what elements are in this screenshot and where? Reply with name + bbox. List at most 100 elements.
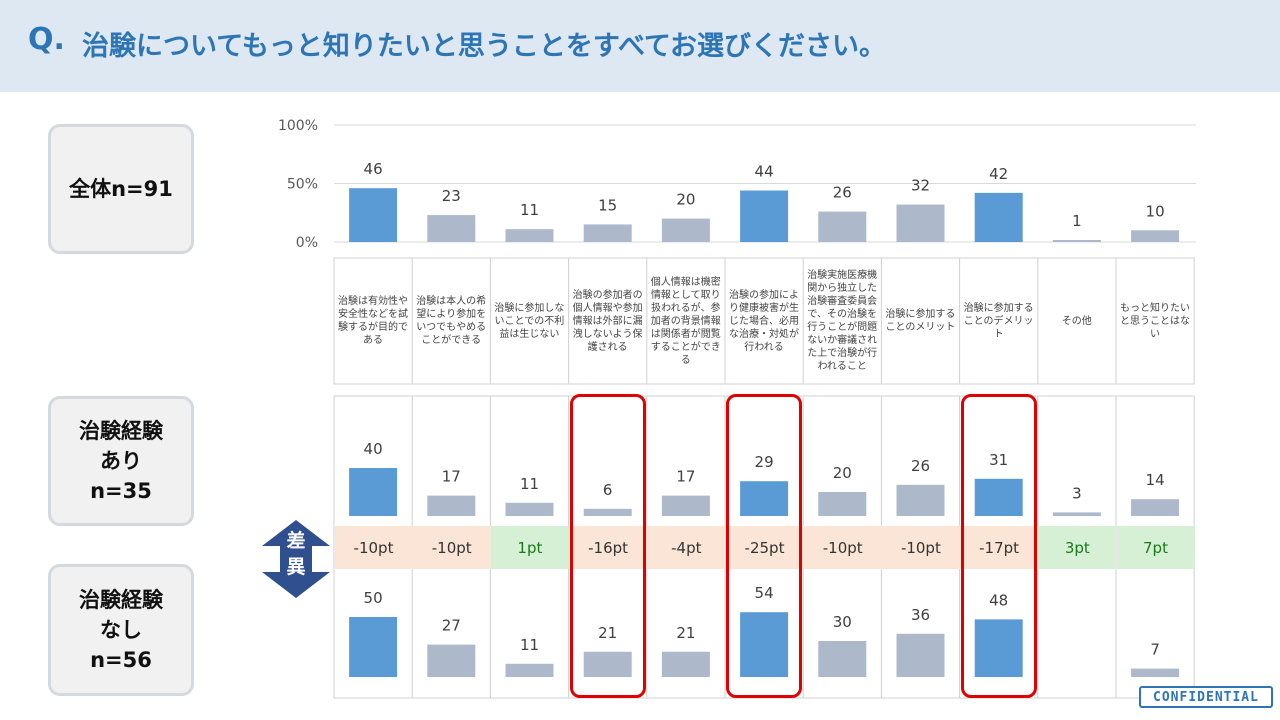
group-no-line2: なし [100, 618, 142, 642]
experienced-bar [505, 502, 554, 516]
category-label: 個人情報は機密情報として取り扱われるが、参加者の背景情報は関係者が閲覧することが… [650, 276, 721, 366]
group-no-line3: n=56 [90, 648, 152, 672]
experienced-bar [818, 492, 867, 516]
experienced-value-label: 17 [442, 468, 461, 486]
experienced-value-label: 11 [520, 475, 539, 493]
overall-value-label: 42 [989, 165, 1008, 183]
not-experienced-value-label: 36 [911, 606, 930, 624]
not-experienced-value-label: 50 [364, 589, 383, 607]
experienced-bar [1131, 499, 1180, 516]
group-yes-line1: 治験経験 [79, 419, 163, 443]
overall-bar [427, 215, 476, 242]
overall-bar [740, 190, 789, 242]
overall-value-label: 44 [755, 163, 774, 181]
difference-label-char1: 差 [286, 530, 306, 552]
experienced-value-label: 31 [989, 451, 1008, 469]
not-experienced-value-label: 30 [833, 613, 852, 631]
experienced-value-label: 17 [676, 468, 695, 486]
overall-value-label: 11 [520, 201, 539, 219]
category-label: 治験に参加することのメリット [885, 309, 956, 333]
group-all-text: 全体n=91 [69, 177, 173, 201]
experienced-value-label: 40 [364, 440, 383, 458]
experienced-bar [740, 481, 789, 516]
not-experienced-bar [1131, 668, 1180, 677]
overall-value-label: 32 [911, 177, 930, 195]
overall-bar [505, 229, 554, 242]
not-experienced-value-label: 21 [676, 624, 695, 642]
overall-value-label: 10 [1146, 202, 1165, 220]
not-experienced-bar [896, 633, 945, 677]
experienced-bar [427, 495, 476, 516]
overall-bar [1131, 230, 1180, 242]
group-label-all: 全体n=91 [48, 124, 194, 254]
difference-value: -10pt [334, 526, 413, 569]
difference-value: 3pt [1038, 526, 1117, 569]
difference-value: -17pt [960, 526, 1039, 569]
difference-value: -10pt [412, 526, 491, 569]
difference-label-char2: 異 [286, 556, 306, 578]
experienced-bar [661, 495, 710, 516]
overall-bar [1052, 240, 1101, 242]
category-label: 治験の参加者の個人情報や参加情報は外部に漏洩しないよう保護される [572, 289, 643, 353]
not-experienced-bar [505, 663, 554, 677]
group-no-line1: 治験経験 [79, 588, 163, 612]
overall-value-label: 23 [442, 187, 461, 205]
category-label: 治験は有効性や安全性などを試験するが目的である [338, 296, 408, 346]
highlight-box [569, 394, 646, 698]
category-label: 治験実施医療機関から独立した治験審査委員会で、その治験を行うことが問題ないか審議… [807, 270, 878, 372]
overall-value-label: 1 [1072, 212, 1082, 230]
question-label: Q. [28, 22, 65, 57]
overall-bar [583, 224, 632, 242]
question-header: Q. 治験についてもっと知りたいと思うことをすべてお選びください。 [0, 0, 1280, 92]
difference-value: -10pt [803, 526, 882, 569]
not-experienced-value-label: 27 [442, 617, 461, 635]
not-experienced-value-label: 54 [755, 584, 774, 602]
difference-value: 1pt [490, 526, 569, 569]
category-label: もっと知りたいと思うことはない [1120, 302, 1190, 340]
not-experienced-bar [583, 651, 632, 677]
group-label-experienced: 治験経験 あり n=35 [48, 396, 194, 526]
overall-bar [349, 188, 398, 242]
experienced-bar [974, 478, 1023, 516]
overall-value-label: 15 [598, 196, 617, 214]
difference-arrow-icon [262, 520, 330, 598]
highlight-box [960, 394, 1037, 698]
experienced-value-label: 20 [833, 464, 852, 482]
experienced-bar [1052, 512, 1101, 516]
overall-value-label: 46 [364, 160, 383, 178]
question-text: 治験についてもっと知りたいと思うことをすべてお選びください。 [82, 31, 887, 62]
y-tick-label: 50% [287, 177, 318, 193]
overall-value-label: 20 [676, 191, 695, 209]
category-label: 治験に参加することのデメリット [963, 302, 1034, 340]
not-experienced-bar [661, 651, 710, 677]
y-tick-label: 100% [278, 118, 318, 134]
y-tick-label: 0% [296, 235, 318, 251]
difference-value: 7pt [1116, 526, 1195, 569]
not-experienced-bar [740, 612, 789, 677]
experienced-value-label: 6 [603, 481, 613, 499]
not-experienced-bar [349, 617, 398, 677]
not-experienced-value-label: 7 [1150, 641, 1160, 659]
experienced-value-label: 3 [1072, 484, 1082, 502]
group-yes-line3: n=35 [90, 479, 152, 503]
experienced-value-label: 14 [1146, 471, 1165, 489]
not-experienced-bar [818, 641, 867, 677]
not-experienced-bar [427, 644, 476, 677]
confidential-stamp: CONFIDENTIAL [1139, 686, 1273, 708]
overall-value-label: 26 [833, 184, 852, 202]
highlight-box [726, 394, 802, 698]
difference-value: -16pt [569, 526, 648, 569]
not-experienced-value-label: 21 [598, 624, 617, 642]
category-row-border [333, 257, 1195, 385]
not-experienced-bar [974, 619, 1023, 677]
category-label: 治験の参加により健康被害が生じた場合、必用な治療・対処が行われる [729, 289, 799, 353]
difference-value: -10pt [881, 526, 960, 569]
category-label: 治験に参加しないことでの不利益は生じない [494, 302, 565, 340]
difference-value: -4pt [647, 526, 726, 569]
not-experienced-value-label: 48 [989, 591, 1008, 609]
experienced-bar [583, 508, 632, 516]
overall-bar [896, 204, 945, 242]
overall-bar [974, 192, 1023, 242]
difference-value: -25pt [725, 526, 804, 569]
